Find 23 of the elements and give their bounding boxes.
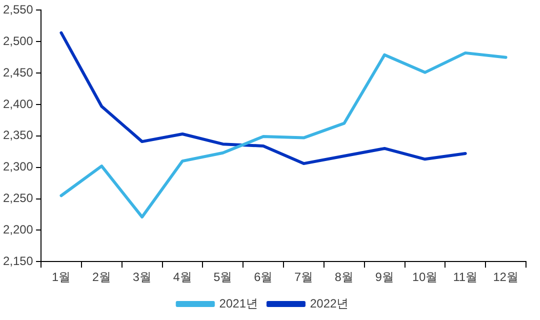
y-tick-label: 2,300 <box>3 160 34 174</box>
y-tick-label: 2,400 <box>3 96 34 111</box>
x-tick-label: 5월 <box>214 270 232 284</box>
x-tick-label: 12월 <box>493 270 518 284</box>
y-tick-label: 2,550 <box>3 2 34 17</box>
x-tick-label: 10월 <box>412 270 438 284</box>
legend-label: 2022년 <box>310 296 349 310</box>
y-tick-label: 2,450 <box>3 65 34 80</box>
x-tick-label: 3월 <box>132 270 152 284</box>
x-tick-label: 8월 <box>334 270 354 284</box>
x-tick-label: 2월 <box>92 270 111 284</box>
x-tick-label: 7월 <box>294 270 314 284</box>
y-tick-label: 2,150 <box>3 254 34 268</box>
x-tick-label: 4월 <box>173 270 192 284</box>
x-tick-label: 9월 <box>375 270 394 284</box>
x-tick-label: 6월 <box>254 270 273 284</box>
legend-label: 2021년 <box>219 296 258 310</box>
x-tick-label: 11월 <box>453 270 478 284</box>
y-tick-label: 2,500 <box>3 34 34 48</box>
y-tick-label: 2,200 <box>3 222 34 236</box>
x-tick-label: 1월 <box>52 270 71 284</box>
y-tick-label: 2,350 <box>3 128 34 142</box>
y-tick-label: 2,250 <box>3 191 34 206</box>
